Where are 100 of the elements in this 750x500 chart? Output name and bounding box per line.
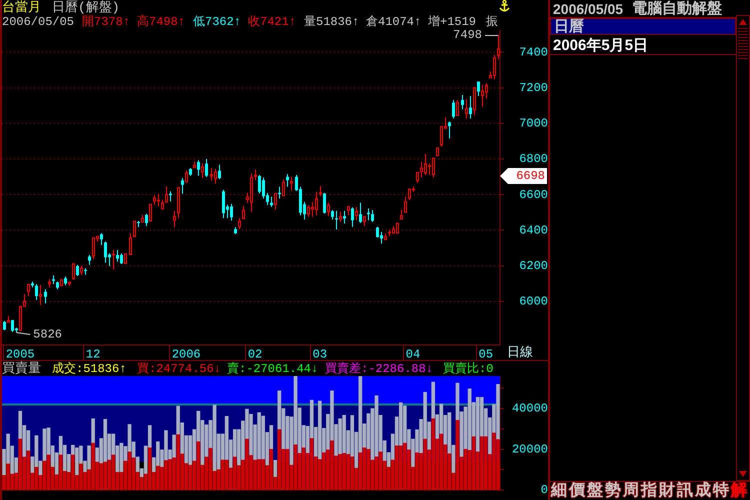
bar bbox=[350, 456, 354, 490]
bar bbox=[156, 466, 160, 490]
candlestick bbox=[493, 54, 496, 80]
annotation: 成交:51836↑ bbox=[52, 362, 126, 376]
candlestick bbox=[388, 230, 391, 237]
text: 解 bbox=[731, 482, 747, 499]
candlestick bbox=[210, 168, 213, 181]
y-tick-label: 6400 bbox=[519, 223, 548, 238]
candlestick bbox=[343, 210, 346, 224]
bar bbox=[318, 400, 322, 460]
annotation: 買:24774.56↓ bbox=[137, 362, 222, 376]
bar bbox=[338, 418, 342, 455]
candlestick bbox=[469, 96, 472, 119]
candlestick bbox=[319, 186, 322, 197]
text: 訊 bbox=[677, 482, 693, 499]
bar bbox=[58, 454, 63, 490]
bar bbox=[286, 448, 290, 490]
bar bbox=[245, 438, 249, 490]
candlestick bbox=[169, 190, 172, 202]
candlestick bbox=[448, 121, 451, 139]
candlestick bbox=[153, 195, 156, 206]
bar bbox=[71, 454, 75, 490]
bar bbox=[269, 448, 274, 490]
bar bbox=[394, 445, 399, 490]
text: 細 bbox=[551, 482, 567, 499]
candlestick bbox=[254, 169, 257, 181]
bar bbox=[302, 448, 306, 490]
bar bbox=[164, 460, 168, 490]
candlestick bbox=[452, 99, 455, 119]
candlestick bbox=[363, 216, 366, 227]
text: 2006年5月5日 bbox=[553, 37, 648, 54]
bar bbox=[423, 438, 427, 490]
text: 收7421↑ bbox=[248, 15, 296, 29]
candlestick bbox=[76, 264, 79, 276]
text: 低7362↑ bbox=[193, 15, 242, 29]
candlestick bbox=[400, 209, 403, 220]
bar bbox=[103, 462, 108, 490]
text: 電腦自動解盤 bbox=[632, 0, 722, 17]
bar bbox=[91, 418, 95, 444]
candlestick bbox=[339, 211, 342, 222]
candlestick bbox=[112, 249, 115, 270]
bar bbox=[224, 460, 229, 490]
text: 倉41074↑ bbox=[366, 15, 422, 29]
bar bbox=[220, 460, 224, 490]
candlestick bbox=[376, 226, 379, 238]
bar bbox=[310, 438, 314, 490]
candlestick bbox=[3, 320, 6, 331]
bar bbox=[120, 442, 124, 473]
candlestick bbox=[218, 164, 221, 180]
bar bbox=[176, 434, 180, 490]
y-tick-label: 6600 bbox=[519, 188, 548, 202]
candlestick bbox=[238, 218, 241, 230]
selected-row: 日曆 bbox=[550, 18, 736, 35]
y-tick-label: 6000 bbox=[519, 294, 548, 309]
candlestick bbox=[347, 206, 350, 216]
candlestick bbox=[392, 226, 395, 234]
y-tick-label: 6200 bbox=[519, 258, 548, 273]
candlestick bbox=[307, 204, 310, 218]
candlestick bbox=[92, 238, 95, 260]
candlestick bbox=[485, 82, 488, 99]
bar bbox=[26, 450, 30, 490]
chart-subtitle: 日曆(解盤) bbox=[52, 0, 120, 15]
annotation: 5826 bbox=[33, 328, 62, 342]
text: 量51836↑ bbox=[304, 15, 360, 29]
x-tick-label: 2006 bbox=[172, 347, 201, 362]
candlestick bbox=[315, 191, 318, 216]
candlestick bbox=[274, 192, 277, 210]
bar bbox=[415, 452, 419, 490]
bar bbox=[6, 464, 10, 490]
candlestick bbox=[80, 265, 83, 276]
text: 2006/05/05 bbox=[553, 1, 624, 17]
candlestick bbox=[116, 249, 119, 262]
candlestick bbox=[355, 206, 358, 221]
bar bbox=[346, 454, 350, 490]
bar bbox=[431, 418, 436, 490]
bar bbox=[439, 434, 444, 490]
bar bbox=[322, 452, 326, 490]
bar bbox=[492, 432, 496, 490]
candlestick bbox=[497, 34, 500, 60]
bar bbox=[273, 460, 278, 478]
text: 增+1519 bbox=[428, 15, 476, 29]
candlestick bbox=[222, 189, 225, 219]
candlestick bbox=[27, 284, 30, 297]
text: 2006/05/05 bbox=[2, 15, 74, 29]
bar bbox=[398, 445, 403, 490]
text: 6698 bbox=[500, 168, 547, 184]
annotation: 買賣差:-2286.88↓ bbox=[325, 362, 434, 376]
x-tick-label: 05 bbox=[478, 347, 494, 362]
bar bbox=[87, 445, 91, 470]
annotation: 賣:-27061.44↓ bbox=[227, 362, 318, 376]
bar bbox=[496, 384, 500, 440]
candlestick bbox=[380, 231, 383, 244]
bar bbox=[484, 436, 488, 490]
y-tick-label: 7400 bbox=[519, 45, 548, 60]
candlestick bbox=[72, 263, 75, 280]
bar bbox=[168, 459, 172, 490]
bar bbox=[464, 448, 468, 490]
candlestick bbox=[205, 158, 208, 178]
candlestick bbox=[35, 283, 38, 300]
candlestick bbox=[104, 241, 107, 264]
